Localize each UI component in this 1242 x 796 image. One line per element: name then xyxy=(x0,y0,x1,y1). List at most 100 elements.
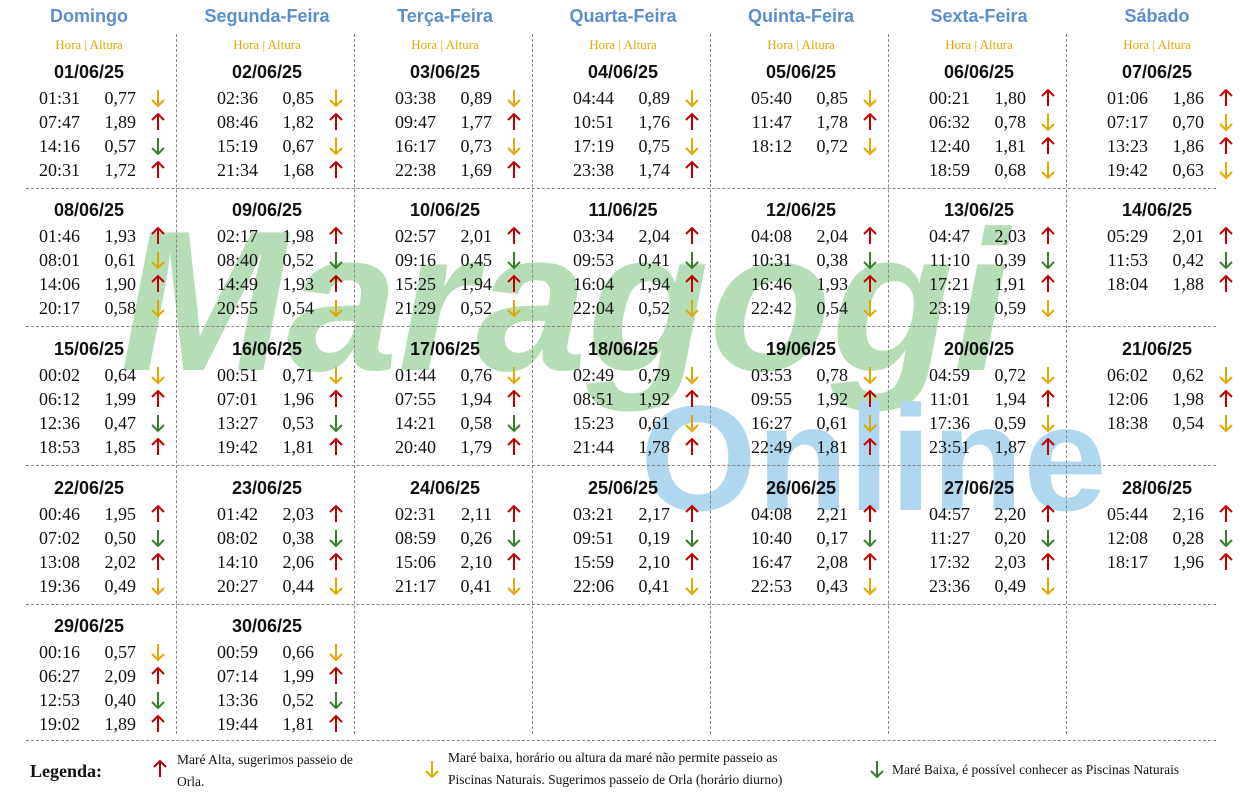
tide-row: 22:42 0,54 xyxy=(712,298,890,322)
tide-height: 0,52 xyxy=(460,298,493,318)
tide-time: 22:49 xyxy=(750,437,792,457)
tide-height: 0,38 xyxy=(282,528,315,548)
tide-time: 16:04 xyxy=(572,274,614,294)
tide-time: 15:25 xyxy=(394,274,436,294)
tide-time: 08:01 xyxy=(38,250,80,270)
arrow-up-icon xyxy=(506,226,526,248)
tide-height: 1,99 xyxy=(104,389,137,409)
arrow-down-yellow-icon xyxy=(862,413,882,435)
arrow-down-green-icon xyxy=(684,528,704,550)
day-cell: 17/06/25 01:44 0,76 07:55 1,94 14:21 0,58 20:40… xyxy=(356,339,534,468)
arrow-down-yellow-icon xyxy=(328,642,348,664)
tide-time: 02:57 xyxy=(394,226,436,246)
arrow-up-icon xyxy=(328,226,348,248)
tide-height: 0,75 xyxy=(638,136,671,156)
tide-time: 22:38 xyxy=(394,160,436,180)
tide-row: 20:17 0,58 xyxy=(0,298,178,322)
tide-height: 0,52 xyxy=(638,298,671,318)
tide-row: 15:25 1,94 xyxy=(356,274,534,298)
tide-row: 06:12 1,99 xyxy=(0,389,178,413)
arrow-up-icon xyxy=(1218,274,1238,296)
tide-time: 06:02 xyxy=(1106,365,1148,385)
arrow-down-green-icon xyxy=(1218,528,1238,550)
arrow-down-yellow-icon xyxy=(1040,413,1060,435)
tide-height: 0,28 xyxy=(1172,528,1205,548)
day-cell: 18/06/25 02:49 0,79 08:51 1,92 15:23 0,61 21:44… xyxy=(534,339,712,468)
tide-row: 01:42 2,03 xyxy=(178,504,356,528)
arrow-down-yellow-icon xyxy=(150,88,170,110)
arrow-down-yellow-icon xyxy=(1040,160,1060,182)
arrow-up-icon xyxy=(862,226,882,248)
arrow-down-green-icon xyxy=(328,250,348,272)
tide-time: 09:51 xyxy=(572,528,614,548)
tide-height: 1,88 xyxy=(1172,274,1205,294)
tide-time: 11:53 xyxy=(1107,250,1148,270)
tide-height: 2,04 xyxy=(816,226,849,246)
tide-height: 1,69 xyxy=(460,160,493,180)
tide-row: 13:27 0,53 xyxy=(178,413,356,437)
tide-row: 19:02 1,89 xyxy=(0,714,178,738)
tide-time: 08:02 xyxy=(216,528,258,548)
arrow-down-yellow-icon xyxy=(328,88,348,110)
tide-height: 2,16 xyxy=(1172,504,1205,524)
day-cell: 27/06/25 04:57 2,20 11:27 0,20 17:32 2,03 23:36… xyxy=(890,478,1068,607)
tide-height: 0,70 xyxy=(1172,112,1205,132)
tide-height: 2,01 xyxy=(460,226,493,246)
tide-time: 18:53 xyxy=(38,437,80,457)
tide-height: 2,17 xyxy=(638,504,671,524)
arrow-down-yellow-icon xyxy=(506,136,526,158)
tide-time: 03:34 xyxy=(572,226,614,246)
tide-time: 12:53 xyxy=(38,690,80,710)
tide-height: 2,02 xyxy=(104,552,137,572)
tide-time: 13:36 xyxy=(216,690,258,710)
tide-time: 17:21 xyxy=(928,274,970,294)
arrow-up-icon xyxy=(1040,552,1060,574)
tide-height: 0,79 xyxy=(638,365,671,385)
day-date: 02/06/25 xyxy=(231,62,303,82)
hour-height-label: Hora | Altura xyxy=(767,37,835,52)
legend-yellow-line-1: Maré baixa, horário ou altura da maré nã… xyxy=(448,750,778,765)
tide-row: 15:23 0,61 xyxy=(534,413,712,437)
tide-time: 02:17 xyxy=(216,226,258,246)
tide-row: 14:10 2,06 xyxy=(178,552,356,576)
tide-height: 0,61 xyxy=(816,413,849,433)
tide-height: 0,44 xyxy=(282,576,315,596)
tide-height: 0,59 xyxy=(994,298,1027,318)
tide-height: 1,81 xyxy=(282,714,315,734)
tide-time: 00:16 xyxy=(38,642,80,662)
tide-row: 01:44 0,76 xyxy=(356,365,534,389)
day-header: Quinta-Feira xyxy=(747,6,854,26)
arrow-up-icon xyxy=(506,552,526,574)
tide-row: 15:59 2,10 xyxy=(534,552,712,576)
tide-height: 1,96 xyxy=(1172,552,1205,572)
tide-row: 17:36 0,59 xyxy=(890,413,1068,437)
tide-time: 20:17 xyxy=(38,298,80,318)
tide-height: 2,08 xyxy=(816,552,849,572)
day-date: 10/06/25 xyxy=(409,200,481,220)
tide-height: 2,20 xyxy=(994,504,1027,524)
tide-height: 1,93 xyxy=(104,226,137,246)
tide-height: 2,11 xyxy=(461,504,492,524)
tide-row: 07:17 0,70 xyxy=(1068,112,1242,136)
tide-time: 15:19 xyxy=(216,136,258,156)
tide-height: 0,61 xyxy=(104,250,137,270)
tide-time: 06:12 xyxy=(38,389,80,409)
tide-height: 0,54 xyxy=(1172,413,1205,433)
tide-row: 00:46 1,95 xyxy=(0,504,178,528)
tide-row: 02:31 2,11 xyxy=(356,504,534,528)
tide-time: 00:46 xyxy=(38,504,80,524)
tide-time: 15:23 xyxy=(572,413,614,433)
tide-row: 06:27 2,09 xyxy=(0,666,178,690)
tide-row: 03:38 0,89 xyxy=(356,88,534,112)
tide-row: 15:19 0,67 xyxy=(178,136,356,160)
tide-height: 0,20 xyxy=(994,528,1027,548)
day-date: 29/06/25 xyxy=(53,616,125,636)
tide-time: 16:46 xyxy=(750,274,792,294)
tide-height: 2,04 xyxy=(638,226,671,246)
arrow-down-green-icon xyxy=(684,250,704,272)
tide-time: 14:06 xyxy=(38,274,80,294)
tide-time: 18:17 xyxy=(1106,552,1148,572)
tide-row: 16:47 2,08 xyxy=(712,552,890,576)
tide-time: 17:36 xyxy=(928,413,970,433)
tide-height: 0,26 xyxy=(460,528,493,548)
